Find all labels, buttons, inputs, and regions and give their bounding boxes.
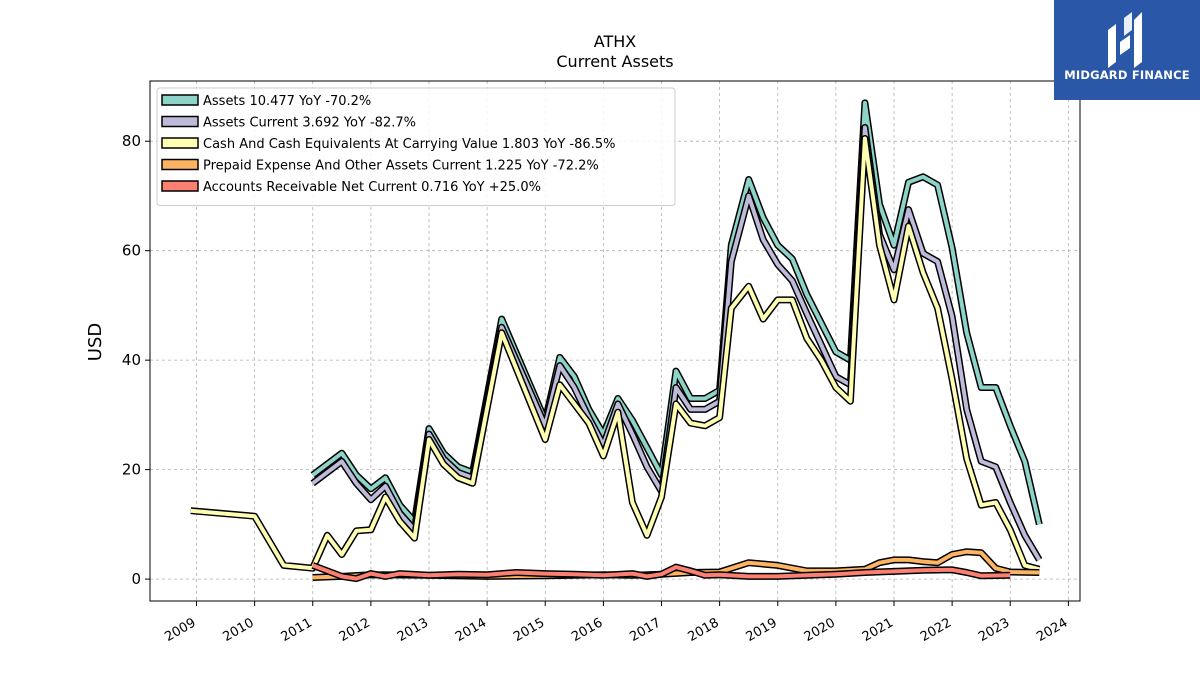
legend-box <box>156 87 676 206</box>
chart-subtitle: Current Assets <box>556 52 673 71</box>
x-tick-label: 2023 <box>976 615 1012 645</box>
y-tick-label: 20 <box>122 461 141 479</box>
series-lines <box>190 99 1043 583</box>
x-tick-label: 2019 <box>744 615 780 645</box>
legend-swatch <box>161 137 199 149</box>
legend-swatch <box>161 180 199 192</box>
x-tick-label: 2011 <box>279 615 315 645</box>
legend: Assets 10.477 YoY -70.2% Assets Current 3… <box>156 87 676 206</box>
logo-mark-icon <box>1108 12 1142 68</box>
plot-frame <box>149 80 1081 602</box>
x-tick-label: 2013 <box>395 615 431 645</box>
y-tick-label: 0 <box>131 570 141 588</box>
series-line-2 <box>190 136 1040 572</box>
x-tick-label: 2017 <box>627 615 663 645</box>
legend-label: Assets Current 3.692 YoY -82.7% <box>203 116 416 131</box>
y-tick-label: 80 <box>122 132 141 150</box>
legend-label: Cash And Cash Equivalents At Carrying Va… <box>203 137 615 152</box>
x-tick-label: 2024 <box>1034 615 1070 645</box>
y-axis-label: USD <box>85 323 106 361</box>
logo-text: MIDGARD FINANCE <box>1064 68 1190 82</box>
x-tick-label: 2012 <box>337 615 373 645</box>
legend-label: Assets 10.477 YoY -70.2% <box>203 94 371 109</box>
legend-swatch <box>161 115 199 128</box>
y-tick-label: 40 <box>122 351 141 369</box>
legend-label: Accounts Receivable Net Current 0.716 Yo… <box>203 180 541 195</box>
legend-label: Prepaid Expense And Other Assets Current… <box>203 159 599 174</box>
x-tick-label: 2015 <box>511 615 547 645</box>
x-tick-label: 2022 <box>918 615 954 645</box>
y-tick-label: 60 <box>122 242 141 260</box>
x-tick-label: 2010 <box>220 615 256 645</box>
x-tick-label: 2009 <box>162 615 198 645</box>
series-line-4 <box>311 563 1011 581</box>
x-tick-label: 2014 <box>453 615 489 645</box>
x-tick-label: 2020 <box>802 615 838 645</box>
legend-swatch <box>161 158 199 171</box>
x-tick-label: 2018 <box>685 615 721 645</box>
chart-title: ATHX <box>594 32 637 51</box>
midgard-finance-logo: MIDGARD FINANCE <box>1054 0 1200 100</box>
legend-swatch <box>161 94 199 106</box>
x-tick-label: 2016 <box>569 615 605 645</box>
x-tick-label: 2021 <box>860 615 896 645</box>
